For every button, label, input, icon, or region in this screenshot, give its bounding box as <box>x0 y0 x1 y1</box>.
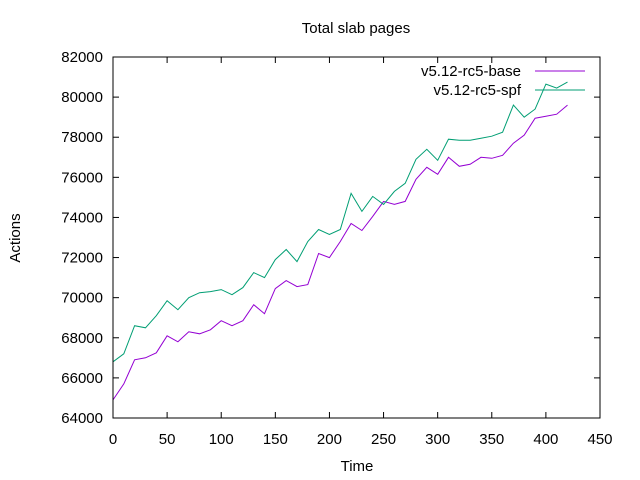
x-tick-label: 250 <box>371 431 396 448</box>
y-axis-label: Actions <box>7 213 24 262</box>
y-tick-label: 72000 <box>61 250 103 267</box>
y-tick-label: 70000 <box>61 290 103 307</box>
x-tick-label: 400 <box>533 431 558 448</box>
y-tick-label: 78000 <box>61 129 103 146</box>
series-lines <box>112 81 568 401</box>
x-tick-label: 150 <box>263 431 288 448</box>
x-tick-label: 100 <box>209 431 234 448</box>
y-tick-label: 64000 <box>61 410 103 427</box>
legend-label: v5.12-rc5-base <box>421 63 521 80</box>
y-tick-label: 76000 <box>61 169 103 186</box>
x-tick-label: 50 <box>159 431 176 448</box>
x-tick-label: 300 <box>425 431 450 448</box>
x-tick-label: 200 <box>317 431 342 448</box>
y-tick-label: 82000 <box>61 49 103 66</box>
x-tick-label: 0 <box>109 431 117 448</box>
y-tick-label: 74000 <box>61 209 103 226</box>
legend-label: v5.12-rc5-spf <box>433 82 521 99</box>
plot-frame <box>112 56 601 419</box>
y-tick-label: 68000 <box>61 330 103 347</box>
x-tick-label: 350 <box>479 431 504 448</box>
chart-title: Total slab pages <box>302 20 410 37</box>
y-tick-label: 66000 <box>61 370 103 387</box>
x-axis-label: Time <box>341 458 374 475</box>
x-tick-label: 450 <box>587 431 612 448</box>
axis-ticks: 0 50 100 150 200 250 300 350 400 450 64000 66000 680… <box>61 49 612 448</box>
series-line-2 <box>112 81 568 363</box>
series-line-1 <box>112 104 568 401</box>
y-tick-label: 80000 <box>61 89 103 106</box>
legend: v5.12-rc5-base v5.12-rc5-spf <box>421 63 585 99</box>
